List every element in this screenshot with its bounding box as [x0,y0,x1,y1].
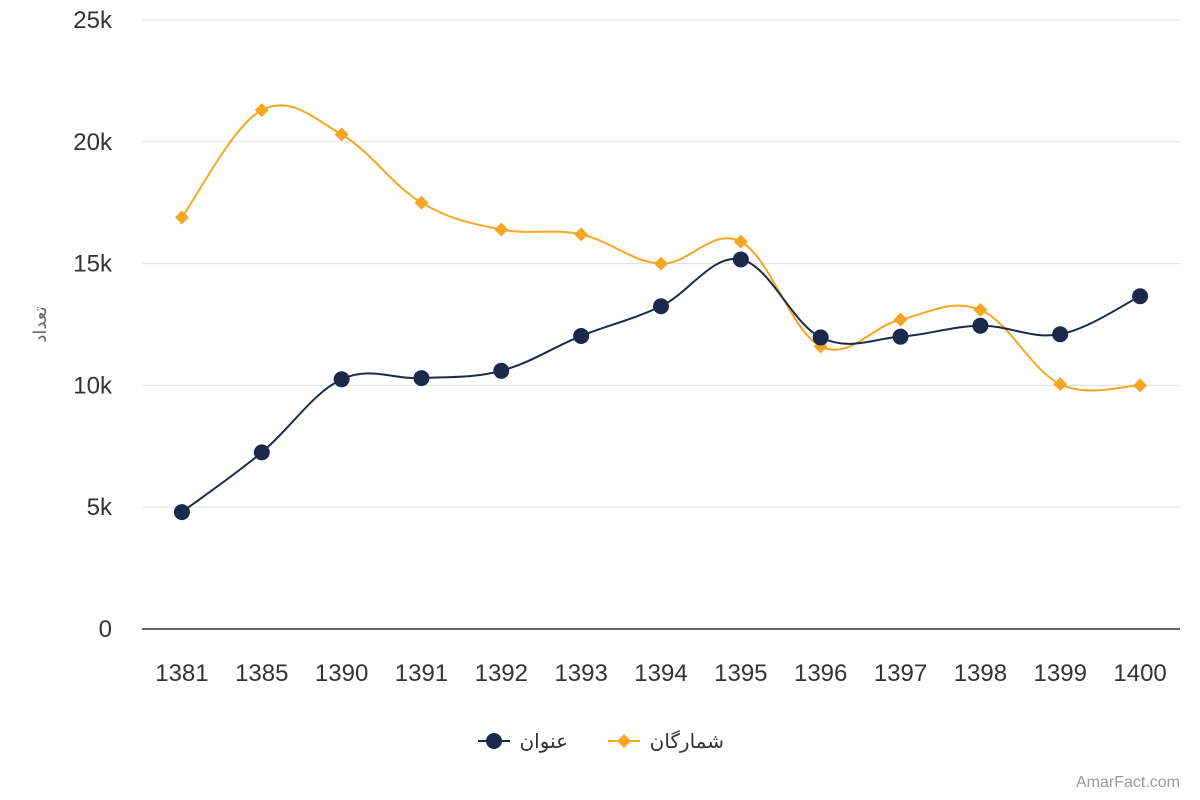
data-point[interactable] [334,127,349,142]
y-tick-label: 0 [99,616,112,643]
data-point[interactable] [653,298,669,315]
legend-label: عنوان [519,729,568,753]
data-point[interactable] [1132,288,1149,305]
data-point[interactable] [973,302,988,317]
x-tick-label: 1397 [874,660,927,687]
x-tick-label: 1395 [714,660,767,687]
data-point[interactable] [494,222,509,237]
x-tick-label: 1385 [235,660,288,687]
data-point[interactable] [1053,377,1068,392]
y-tick-label: 15k [73,251,113,278]
series-line [181,104,1141,392]
y-tick-label: 20k [73,129,113,156]
data-point[interactable] [573,327,590,344]
data-point[interactable] [254,103,269,118]
y-tick-label: 10k [73,372,113,399]
credit-text: AmarFact.com [1075,774,1180,791]
data-point[interactable] [413,370,430,387]
data-point[interactable] [893,312,908,327]
x-tick-label: 1400 [1113,660,1166,687]
data-point[interactable] [732,251,749,268]
data-point[interactable] [1133,378,1148,393]
legend-marker [486,733,502,749]
y-tick-label: 5k [87,494,113,521]
data-point[interactable] [493,362,510,379]
data-point[interactable] [574,227,589,242]
legend-label: شمارگان [650,729,724,753]
data-point[interactable] [173,504,190,521]
x-tick-label: 1398 [954,660,1007,687]
x-tick-label: 1399 [1034,660,1087,687]
data-point[interactable] [654,256,668,271]
y-tick-label: 25k [73,7,113,34]
y-axis-label: تعداد [30,306,51,342]
data-point[interactable] [972,317,989,334]
data-point[interactable] [812,329,829,346]
x-tick-label: 1391 [395,660,448,687]
data-point[interactable] [733,234,748,249]
x-tick-label: 1381 [155,660,208,687]
y-axis-ticks: 0 5k 10k 15k 20k 25k [73,7,113,643]
data-point[interactable] [253,444,270,461]
x-tick-label: 1390 [315,660,368,687]
legend-item-1[interactable]: عنوان [478,729,568,753]
series-2 [174,103,1148,393]
data-point[interactable] [174,210,189,225]
legend: عنوان شمارگان [478,729,724,753]
data-point[interactable] [892,328,909,345]
x-tick-label: 1392 [475,660,528,687]
data-point[interactable] [414,195,429,210]
series-1 [173,251,1149,521]
x-tick-label: 1394 [634,660,687,687]
x-axis-ticks: 1381 1385 1390 1391 1392 1393 1394 1395 1396 1397… [155,660,1167,687]
data-point[interactable] [333,371,350,388]
x-tick-label: 1396 [794,660,847,687]
legend-item-2[interactable]: شمارگان [608,729,724,753]
data-point[interactable] [1052,326,1069,343]
legend-marker [617,734,631,748]
x-tick-label: 1393 [554,660,607,687]
series-group [173,103,1149,521]
